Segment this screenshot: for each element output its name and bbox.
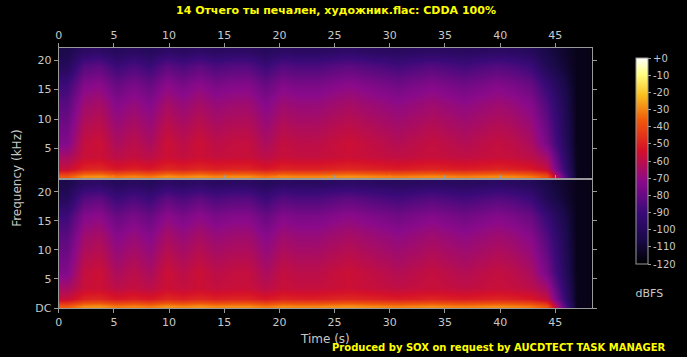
- svg-text:10: 10: [37, 113, 51, 126]
- svg-text:-70: -70: [653, 173, 669, 184]
- svg-text:35: 35: [438, 316, 452, 329]
- svg-text:DC: DC: [35, 302, 51, 315]
- svg-text:-100: -100: [653, 224, 676, 235]
- svg-text:20: 20: [37, 186, 51, 199]
- svg-text:40: 40: [493, 316, 507, 329]
- svg-text:-30: -30: [653, 104, 669, 115]
- svg-text:15: 15: [217, 29, 231, 42]
- svg-text:5: 5: [110, 29, 117, 42]
- svg-text:25: 25: [328, 29, 342, 42]
- svg-text:dBFS: dBFS: [636, 287, 664, 300]
- svg-text:5: 5: [44, 273, 51, 286]
- svg-text:15: 15: [37, 83, 51, 96]
- svg-text:-120: -120: [653, 259, 676, 270]
- svg-text:-50: -50: [653, 138, 669, 149]
- svg-text:Time (s): Time (s): [300, 332, 350, 346]
- svg-text:40: 40: [493, 29, 507, 42]
- svg-text:5: 5: [110, 316, 117, 329]
- svg-text:5: 5: [44, 142, 51, 155]
- svg-text:-110: -110: [653, 241, 676, 252]
- svg-text:-10: -10: [653, 70, 669, 81]
- svg-text:20: 20: [37, 54, 51, 67]
- svg-text:45: 45: [548, 316, 562, 329]
- svg-text:-60: -60: [653, 156, 669, 167]
- svg-text:30: 30: [383, 29, 397, 42]
- svg-text:-90: -90: [653, 207, 669, 218]
- svg-text:-20: -20: [653, 87, 669, 98]
- svg-text:Produced by SOX on request by: Produced by SOX on request by AUCDTECT T…: [332, 342, 666, 353]
- svg-text:45: 45: [548, 29, 562, 42]
- svg-text:-40: -40: [653, 121, 669, 132]
- svg-text:10: 10: [162, 29, 176, 42]
- svg-text:25: 25: [328, 316, 342, 329]
- svg-text:Frequency (kHz): Frequency (kHz): [10, 129, 24, 226]
- svg-text:14 Отчего ты печален, художник: 14 Отчего ты печален, художник.flac: CDD…: [176, 4, 496, 17]
- svg-text:30: 30: [383, 316, 397, 329]
- svg-text:-80: -80: [653, 190, 669, 201]
- svg-text:15: 15: [217, 316, 231, 329]
- svg-text:20: 20: [272, 29, 286, 42]
- svg-text:10: 10: [37, 244, 51, 257]
- svg-text:0: 0: [55, 29, 62, 42]
- svg-text:0: 0: [55, 316, 62, 329]
- svg-text:15: 15: [37, 215, 51, 228]
- svg-text:+0: +0: [653, 53, 668, 64]
- svg-text:10: 10: [162, 316, 176, 329]
- svg-text:35: 35: [438, 29, 452, 42]
- svg-text:20: 20: [272, 316, 286, 329]
